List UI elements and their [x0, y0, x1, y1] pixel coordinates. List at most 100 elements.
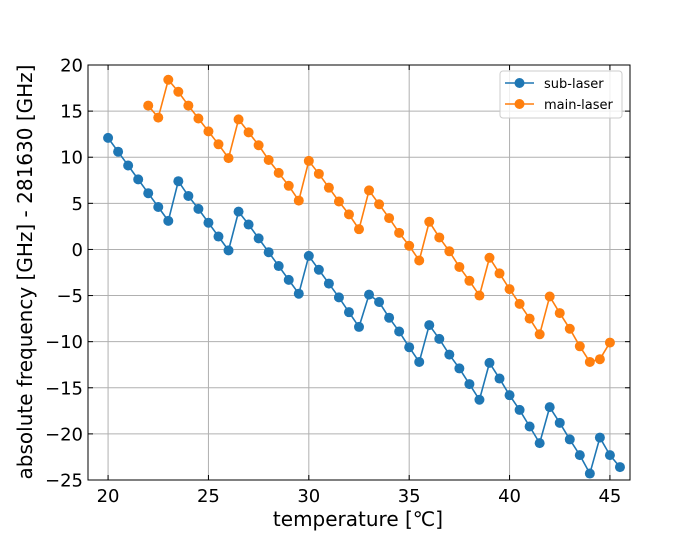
data-point-main-laser — [183, 100, 194, 111]
data-point-sub-laser — [564, 434, 575, 445]
data-point-sub-laser — [183, 190, 194, 201]
y-axis-label: absolute frequency [GHz] - 281630 [GHz] — [13, 65, 37, 480]
data-point-main-laser — [504, 284, 515, 295]
data-point-sub-laser — [514, 404, 525, 415]
data-point-main-laser — [514, 298, 525, 309]
series-line-sub-laser — [107, 137, 621, 476]
y-tick-label: −5 — [56, 286, 83, 307]
data-point-sub-laser — [193, 203, 204, 214]
y-tick-label: 10 — [60, 148, 83, 169]
data-point-sub-laser — [374, 297, 385, 308]
data-point-main-laser — [193, 113, 204, 124]
data-point-sub-laser — [584, 468, 595, 479]
data-point-main-laser — [444, 246, 455, 257]
data-point-sub-laser — [103, 132, 114, 143]
data-point-sub-laser — [263, 247, 274, 258]
x-tick-label: 40 — [498, 486, 521, 507]
y-tick-label: −10 — [45, 332, 83, 353]
x-tick-label: 20 — [97, 486, 120, 507]
data-point-main-laser — [233, 114, 244, 125]
data-point-sub-laser — [464, 379, 475, 390]
x-tick-label: 45 — [598, 486, 621, 507]
legend-label-main-laser: main-laser — [544, 98, 614, 113]
data-point-main-laser — [604, 337, 615, 348]
data-point-sub-laser — [153, 202, 164, 213]
data-point-main-laser — [404, 240, 415, 251]
data-point-sub-laser — [474, 394, 485, 405]
data-point-sub-laser — [203, 217, 214, 228]
data-point-main-laser — [434, 232, 445, 243]
data-point-sub-laser — [614, 462, 625, 473]
data-point-main-laser — [203, 126, 214, 137]
data-point-sub-laser — [273, 261, 284, 272]
data-point-main-laser — [323, 182, 334, 193]
data-point-main-laser — [263, 154, 274, 165]
data-point-main-laser — [454, 261, 465, 272]
data-point-sub-laser — [303, 250, 314, 261]
data-point-main-laser — [173, 86, 184, 97]
x-tick-label: 25 — [197, 486, 220, 507]
legend: sub-laser main-laser — [499, 70, 623, 119]
data-point-main-laser — [414, 255, 425, 266]
data-point-sub-laser — [133, 174, 144, 185]
series-sub-laser — [103, 132, 625, 479]
data-point-sub-laser — [424, 320, 435, 331]
data-point-main-laser — [464, 275, 475, 286]
y-tick-label: 0 — [72, 240, 83, 261]
data-point-sub-laser — [524, 421, 535, 432]
data-point-sub-laser — [444, 349, 455, 360]
data-point-main-laser — [333, 196, 344, 207]
data-point-sub-laser — [574, 450, 585, 461]
data-point-sub-laser — [123, 160, 134, 171]
data-point-main-laser — [564, 323, 575, 334]
ticks — [88, 64, 630, 481]
data-point-main-laser — [534, 329, 545, 340]
data-point-sub-laser — [143, 188, 154, 199]
data-point-main-laser — [153, 112, 164, 123]
data-point-sub-laser — [223, 245, 234, 256]
data-point-main-laser — [554, 308, 565, 319]
data-point-main-laser — [594, 354, 605, 365]
data-point-main-laser — [354, 224, 364, 235]
data-point-main-laser — [474, 290, 485, 301]
x-axis-label: temperature [℃] — [273, 507, 443, 531]
data-point-sub-laser — [173, 176, 184, 187]
data-point-main-laser — [283, 180, 294, 191]
series-layer — [103, 74, 625, 479]
data-point-main-laser — [303, 155, 314, 166]
y-tick-label: −25 — [45, 471, 83, 492]
legend-marker-sub-laser — [514, 78, 525, 88]
data-point-sub-laser — [554, 417, 565, 428]
data-point-sub-laser — [504, 390, 515, 401]
series-main-laser — [143, 74, 615, 367]
data-point-main-laser — [424, 216, 435, 227]
data-point-sub-laser — [484, 357, 495, 368]
legend-marker-main-laser — [514, 99, 525, 109]
data-point-sub-laser — [213, 231, 224, 242]
data-point-sub-laser — [163, 215, 174, 226]
data-point-sub-laser — [323, 278, 334, 289]
data-point-main-laser — [143, 100, 154, 111]
data-point-main-laser — [243, 127, 254, 138]
data-point-main-laser — [213, 139, 224, 150]
data-point-main-laser — [223, 153, 234, 164]
grid — [88, 64, 630, 481]
data-point-main-laser — [384, 213, 395, 224]
data-point-sub-laser — [343, 307, 354, 318]
data-point-sub-laser — [544, 402, 555, 413]
plot-frame — [87, 64, 631, 481]
data-point-sub-laser — [594, 432, 605, 443]
data-point-sub-laser — [313, 264, 324, 275]
data-point-sub-laser — [243, 219, 254, 230]
tick-labels: 20 25 30 35 40 45 20 15 10 5 0 −5 −10 −15 −20 −25 — [45, 56, 621, 508]
data-point-sub-laser — [333, 292, 344, 303]
data-point-sub-laser — [414, 356, 425, 367]
data-point-main-laser — [343, 209, 354, 220]
y-tick-label: 15 — [60, 102, 83, 123]
data-point-sub-laser — [604, 450, 615, 461]
data-point-sub-laser — [354, 321, 364, 332]
y-tick-label: 20 — [60, 56, 83, 77]
data-point-main-laser — [544, 291, 555, 302]
data-point-main-laser — [313, 168, 324, 179]
